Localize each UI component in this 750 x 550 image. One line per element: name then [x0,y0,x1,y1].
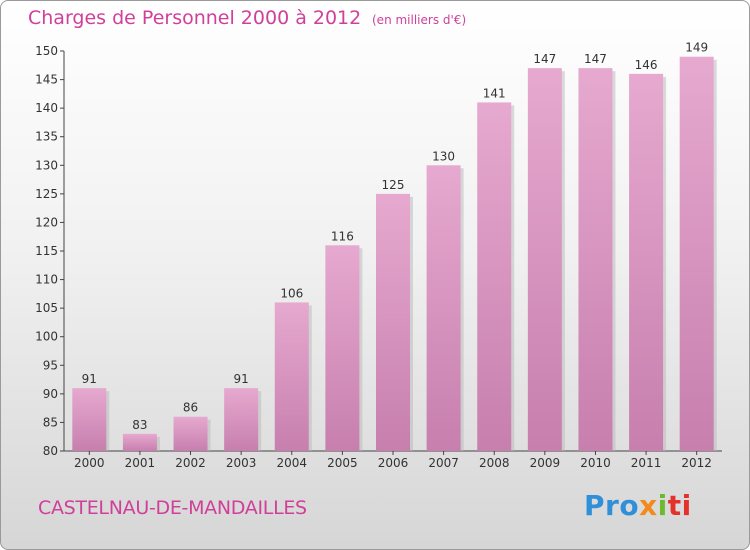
x-tick-label: 2010 [580,456,611,470]
bar-value-label: 116 [331,229,354,243]
bar-2003 [224,388,259,451]
x-tick-label: 2008 [479,456,510,470]
y-tick-label: 115 [35,244,58,258]
bar-2002 [173,416,208,451]
y-tick-label: 90 [43,387,58,401]
y-tick-label: 145 [35,73,58,87]
x-tick-label: 2007 [428,456,459,470]
y-tick-label: 135 [35,130,58,144]
bar-value-label: 147 [584,52,607,66]
bar-2009 [527,68,562,452]
bar-value-label: 146 [635,58,658,72]
y-tick-label: 140 [35,101,58,115]
bar-value-label: 125 [382,178,405,192]
x-tick-label: 2003 [226,456,257,470]
x-tick-label: 2001 [125,456,156,470]
x-tick-label: 2004 [276,456,307,470]
x-tick-label: 2009 [530,456,561,470]
y-tick-label: 95 [43,358,58,372]
x-tick-label: 2002 [175,456,206,470]
x-tick-label: 2000 [74,456,105,470]
bar-2007 [426,165,461,452]
bar-value-label: 83 [132,418,147,432]
chart-subtitle: (en milliers d'€) [372,13,467,27]
bar-value-label: 91 [234,372,249,386]
chart-title: Charges de Personnel 2000 à 2012 [28,7,362,29]
commune-name: CASTELNAU-DE-MANDAILLES [38,497,307,519]
bar-2006 [376,193,410,451]
bar-value-label: 147 [533,52,556,66]
bar-value-label: 141 [483,86,506,100]
y-tick-label: 85 [43,415,58,429]
x-tick-label: 2005 [327,456,358,470]
y-tick-label: 125 [35,187,58,201]
y-tick-label: 150 [35,44,58,58]
bar-value-label: 106 [280,286,303,300]
bar-2010 [578,68,613,452]
bar-2004 [274,302,309,451]
bar-2008 [477,102,512,451]
bar-value-label: 149 [685,41,708,55]
bar-2000 [72,388,107,451]
bar-2011 [629,73,664,451]
y-tick-label: 110 [35,273,58,287]
proxiti-logo: Proxiti [584,489,692,522]
bar-2012 [679,56,714,451]
y-tick-label: 80 [43,444,58,458]
y-tick-label: 130 [35,158,58,172]
y-tick-label: 100 [35,330,58,344]
bar-2001 [122,433,157,451]
bar-value-label: 130 [432,149,455,163]
bar-2005 [325,245,360,451]
y-tick-label: 120 [35,215,58,229]
x-tick-label: 2006 [378,456,409,470]
bar-value-label: 91 [82,372,97,386]
bar-value-label: 86 [183,401,198,415]
x-tick-label: 2012 [681,456,712,470]
y-tick-label: 105 [35,301,58,315]
x-tick-label: 2011 [631,456,662,470]
